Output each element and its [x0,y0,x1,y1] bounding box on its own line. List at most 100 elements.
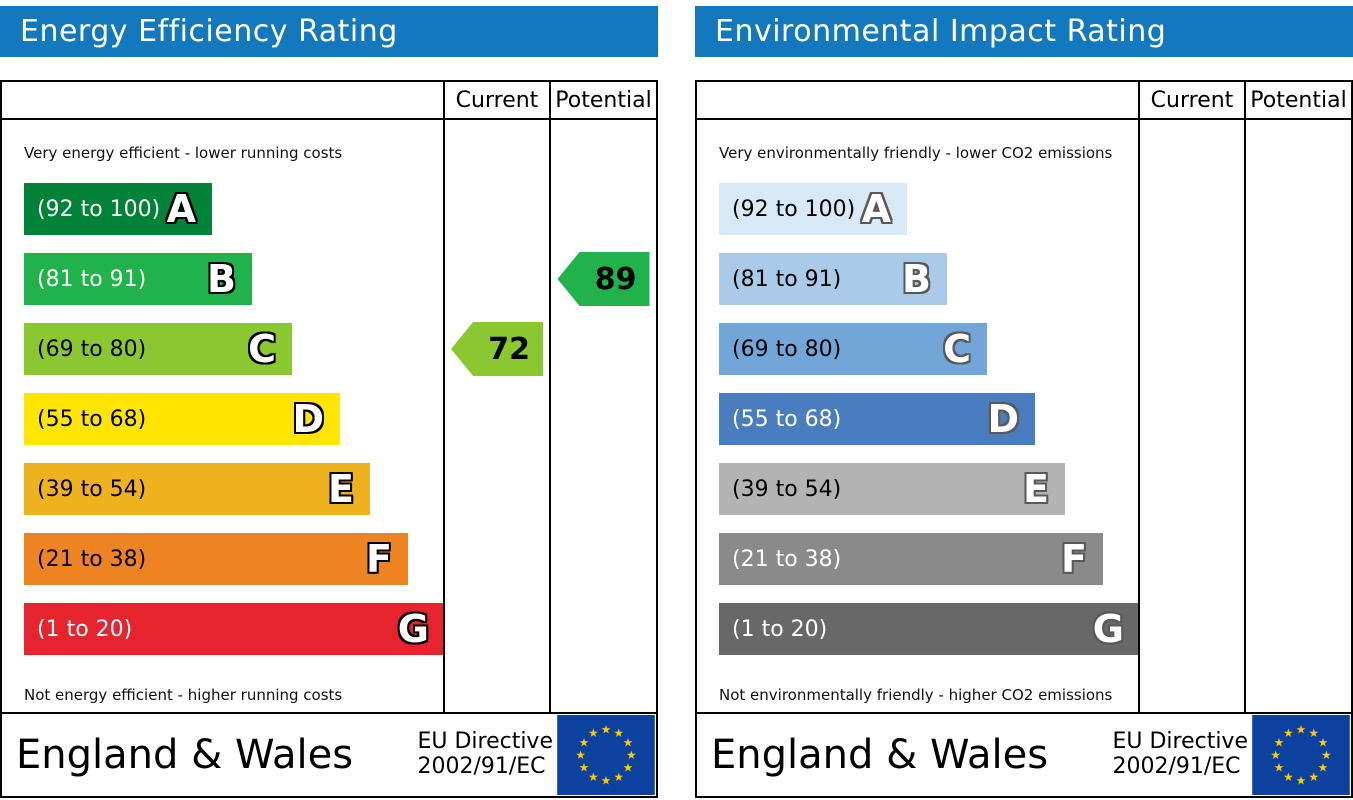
svg-text:★: ★ [613,726,623,740]
band-range: (81 to 91) [37,266,147,292]
bands-area: Very energy efficient - lower running co… [2,120,445,712]
region-label: England & Wales [16,732,354,778]
current-column-header: Current [443,82,549,118]
band-f: (21 to 38) F [719,533,1103,585]
svg-text:★: ★ [588,770,598,784]
svg-text:★: ★ [588,726,598,740]
svg-text:★: ★ [579,735,589,749]
eu-directive-line1: EU Directive [1112,729,1248,755]
band-g: (1 to 20) G [719,603,1140,655]
rating-table: Current Potential Very energy efficient … [0,80,658,714]
band-letter: G [1092,607,1124,651]
top-note: Very energy efficient - lower running co… [24,144,343,162]
svg-text:★: ★ [1296,723,1306,737]
current-column-header: Current [1138,82,1244,118]
band-a: (92 to 100) A [24,183,212,235]
band-letter: C [248,327,276,371]
svg-text:★: ★ [1296,773,1306,787]
table-body-row: Very environmentally friendly - lower CO… [697,120,1351,712]
bands-list: (92 to 100) A (81 to 91) B (69 to 80) C [24,183,445,655]
band-range: (81 to 91) [732,266,842,292]
svg-text:★: ★ [1270,748,1280,762]
band-letter: G [397,607,429,651]
environmental-impact-panel: Environmental Impact Rating Current Pote… [695,6,1353,798]
band-c: (69 to 80) C [719,323,987,375]
band-range: (21 to 38) [37,546,147,572]
svg-text:★: ★ [1318,735,1328,749]
eu-flag-icon: ★ ★ ★ ★ ★ ★ ★ ★ ★ ★ ★ ★ [1252,715,1350,795]
band-range: (21 to 38) [732,546,842,572]
svg-text:★: ★ [1283,726,1293,740]
eu-directive-label: EU Directive 2002/91/EC [1112,730,1248,779]
bands-list: (92 to 100) A (81 to 91) B (69 to 80) C [719,183,1140,655]
potential-column-header: Potential [549,82,656,118]
svg-text:★: ★ [579,761,589,775]
potential-cell: 89 [549,120,656,712]
potential-rating-arrow: 89 [557,252,650,306]
potential-cell [1244,120,1351,712]
band-range: (69 to 80) [37,336,147,362]
chart-title: Environmental Impact Rating [715,14,1167,49]
corner-cell [2,82,443,118]
chart-footer: England & Wales EU Directive 2002/91/EC … [695,714,1353,798]
corner-cell [697,82,1138,118]
band-letter: A [166,187,196,231]
svg-text:★: ★ [601,723,611,737]
potential-rating-value: 89 [594,261,637,297]
band-letter: B [902,257,931,301]
chart-title: Energy Efficiency Rating [20,14,398,49]
band-letter: C [943,327,971,371]
table-header-row: Current Potential [2,82,656,120]
band-b: (81 to 91) B [24,253,252,305]
chart-title-bar: Environmental Impact Rating [695,6,1353,57]
band-e: (39 to 54) E [719,463,1065,515]
rating-table: Current Potential Very environmentally f… [695,80,1353,714]
current-cell: 72 [443,120,549,712]
band-f: (21 to 38) F [24,533,408,585]
svg-text:★: ★ [1274,761,1284,775]
band-a: (92 to 100) A [719,183,907,235]
band-range: (92 to 100) [37,196,161,222]
band-b: (81 to 91) B [719,253,947,305]
svg-text:★: ★ [626,748,636,762]
current-cell [1138,120,1244,712]
band-range: (92 to 100) [732,196,856,222]
band-letter: E [1023,467,1049,511]
band-letter: E [328,467,354,511]
band-d: (55 to 68) D [719,393,1035,445]
eu-directive-label: EU Directive 2002/91/EC [417,730,553,779]
band-letter: B [207,257,236,301]
band-letter: F [366,537,392,581]
band-e: (39 to 54) E [24,463,370,515]
band-range: (1 to 20) [732,616,828,642]
table-body-row: Very energy efficient - lower running co… [2,120,656,712]
svg-text:★: ★ [613,770,623,784]
band-g: (1 to 20) G [24,603,445,655]
top-note: Very environmentally friendly - lower CO… [719,144,1113,162]
chart-title-bar: Energy Efficiency Rating [0,6,658,57]
eu-directive-line1: EU Directive [417,729,553,755]
svg-text:★: ★ [1283,770,1293,784]
svg-text:★: ★ [1308,726,1318,740]
svg-text:★: ★ [575,748,585,762]
svg-text:★: ★ [1308,770,1318,784]
eu-directive-line2: 2002/91/EC [417,754,546,779]
band-range: (1 to 20) [37,616,133,642]
svg-text:★: ★ [623,761,633,775]
band-letter: D [987,397,1019,441]
svg-text:★: ★ [1318,761,1328,775]
band-range: (39 to 54) [732,476,842,502]
bottom-note: Not energy efficient - higher running co… [24,686,343,704]
bottom-note: Not environmentally friendly - higher CO… [719,686,1113,704]
bands-area: Very environmentally friendly - lower CO… [697,120,1140,712]
eu-flag-icon: ★ ★ ★ ★ ★ ★ ★ ★ ★ ★ ★ ★ [557,715,655,795]
table-header-row: Current Potential [697,82,1351,120]
svg-text:★: ★ [623,735,633,749]
current-rating-arrow: 72 [451,322,543,376]
band-range: (55 to 68) [37,406,147,432]
energy-efficiency-panel: Energy Efficiency Rating Current Potenti… [0,6,658,798]
chart-footer: England & Wales EU Directive 2002/91/EC … [0,714,658,798]
svg-text:★: ★ [601,773,611,787]
band-c: (69 to 80) C [24,323,292,375]
